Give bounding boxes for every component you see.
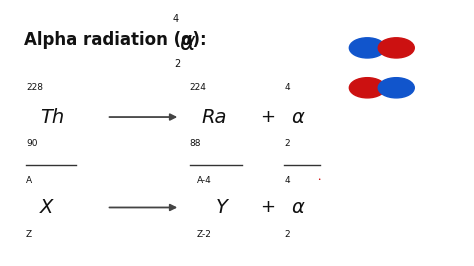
Text: 2: 2 (284, 139, 290, 148)
Text: 228: 228 (26, 83, 43, 92)
Text: •: • (317, 177, 320, 182)
Circle shape (349, 38, 385, 58)
Text: A-4: A-4 (197, 176, 211, 185)
Circle shape (349, 78, 385, 98)
Text: α: α (292, 107, 304, 127)
Text: 224: 224 (190, 83, 207, 92)
Text: +: + (260, 198, 275, 217)
Text: α: α (292, 198, 304, 217)
Text: 88: 88 (190, 139, 201, 148)
Circle shape (378, 78, 414, 98)
Text: Y: Y (216, 198, 228, 217)
Text: X: X (40, 198, 54, 217)
Text: Z-2: Z-2 (197, 230, 211, 239)
Text: 4: 4 (284, 176, 290, 185)
Text: Z: Z (26, 230, 32, 239)
Text: 2: 2 (174, 59, 181, 69)
Text: A: A (26, 176, 32, 185)
Text: α: α (179, 31, 195, 55)
Circle shape (378, 38, 414, 58)
Text: 4: 4 (284, 83, 290, 92)
Text: Ra: Ra (201, 107, 227, 127)
Text: 90: 90 (26, 139, 37, 148)
Text: +: + (260, 108, 275, 126)
Text: Alpha radiation (α):: Alpha radiation (α): (24, 31, 206, 49)
Text: 2: 2 (284, 230, 290, 239)
Text: 4: 4 (173, 14, 179, 24)
Text: Th: Th (40, 107, 64, 127)
